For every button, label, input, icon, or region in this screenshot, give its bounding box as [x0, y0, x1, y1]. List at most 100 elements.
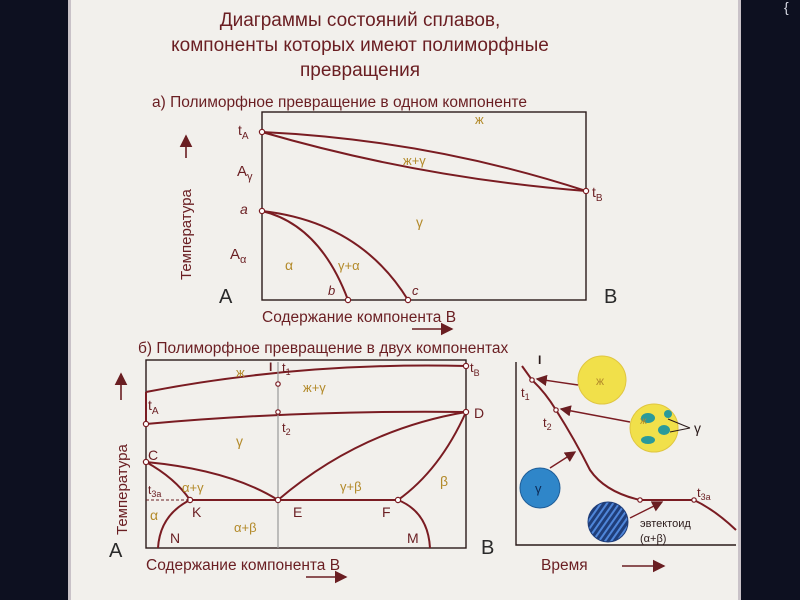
phase-alpha: α — [285, 257, 293, 273]
label-tB-b: tB — [470, 360, 480, 378]
cooling-point-t1 — [529, 377, 535, 383]
point-a — [258, 207, 266, 215]
cooling-eutectoid-label: эвтектоид — [640, 518, 691, 530]
label-c: c — [412, 283, 419, 298]
point-tB — [582, 187, 590, 195]
label-K: K — [192, 504, 202, 520]
diagram-a-heading: а) Полиморфное превращение в одном компо… — [152, 94, 527, 111]
phase-gamma-alpha: γ+α — [338, 258, 360, 273]
point-c — [404, 296, 412, 304]
label-tA: tA — [238, 122, 249, 142]
point-tB-b — [462, 362, 470, 370]
point-b — [344, 296, 352, 304]
label-tA-b: tA — [148, 397, 159, 417]
label-C: C — [148, 447, 158, 463]
cooling-curve: I t1 t2 t3а ж ж γ γ эвтектоид (α+β) Врем… — [515, 353, 737, 574]
cooling-label-t2: t2 — [543, 415, 552, 432]
diagram-a-solidus — [261, 131, 587, 192]
diagram-a: а) Полиморфное превращение в одном компо… — [152, 94, 617, 336]
cooling-eutectoid-phases: (α+β) — [640, 533, 666, 545]
label-D: D — [474, 405, 484, 421]
phase-beta: β — [440, 473, 448, 489]
phase-liquid: ж — [475, 112, 484, 127]
gamma-structure-icon — [519, 467, 561, 509]
label-Agamma: Aγ — [237, 163, 253, 183]
point-E — [274, 496, 282, 504]
diagram-a-curve-ac — [261, 210, 409, 301]
cooling-point-start — [637, 497, 643, 503]
diagram-b-right-component: В — [481, 537, 494, 559]
title-line-3: превращения — [299, 60, 421, 81]
title-line-1: Диаграммы состояний сплавов, — [219, 10, 501, 31]
diagram-a-frame — [261, 111, 587, 301]
gamma-grain-icon — [641, 413, 655, 423]
gamma-pointer-2 — [669, 427, 691, 433]
phase-liquid-b: ж — [236, 365, 245, 380]
diagram-a-right-component: В — [604, 286, 617, 308]
cooling-liquid-label: ж — [596, 374, 604, 388]
diagram-b-heading: б) Полиморфное превращение в двух компон… — [138, 340, 508, 357]
diagram-b-x-axis: Содержание компонента В — [146, 557, 340, 574]
diagram-b-solidus — [145, 410, 467, 425]
point-tA-b — [142, 420, 150, 428]
phase-alpha-b: α — [150, 507, 158, 523]
cooling-label-I: I — [538, 353, 541, 367]
phase-liquid-gamma: ж+γ — [403, 153, 426, 168]
point-D — [462, 408, 470, 416]
diagram-b-solvus-M — [397, 499, 431, 549]
cooling-point-t2 — [553, 407, 559, 413]
eutectoid-structure-icon — [587, 501, 629, 543]
cooling-gamma-arrow-label: γ — [694, 420, 701, 436]
label-alloy-I: I — [269, 360, 272, 374]
arrow-to-t2 — [559, 405, 631, 423]
diagram-b-left-component: А — [109, 540, 123, 562]
cooling-point-end — [691, 497, 697, 503]
label-b: b — [328, 283, 335, 298]
diagram-a-curve-ab — [261, 210, 349, 301]
arrow-to-eutectoid — [629, 501, 664, 519]
phase-gamma: γ — [416, 214, 423, 230]
label-M: M — [407, 530, 419, 546]
cooling-axes — [515, 362, 736, 546]
diagram-b-curve-DE — [277, 411, 467, 501]
diagram-b-y-axis: Температура — [114, 443, 131, 535]
point-tA — [258, 128, 266, 136]
slide-title: Диаграммы состояний сплавов, компоненты … — [80, 8, 640, 83]
gamma-grain-icon — [658, 425, 670, 435]
point-t1 — [275, 381, 281, 387]
cooling-x-axis: Время — [541, 557, 588, 574]
arrow-to-t1 — [535, 374, 579, 386]
diagram-a-left-component: А — [219, 286, 233, 308]
point-F — [394, 496, 402, 504]
diagram-b-curve-CK — [145, 461, 191, 501]
label-N: N — [170, 530, 180, 546]
phase-gamma-beta: γ+β — [340, 479, 362, 494]
label-t1-b: t1 — [282, 360, 291, 377]
diagram-a-liquidus — [261, 131, 587, 192]
point-C — [142, 458, 150, 466]
phase-alpha-beta: α+β — [234, 520, 257, 535]
gamma-grain-icon — [664, 410, 672, 418]
diagram-b-curve-DF — [397, 411, 467, 501]
gamma-grain-icon — [641, 436, 655, 444]
cooling-label-t1: t1 — [521, 385, 530, 402]
phase-alpha-gamma: α+γ — [182, 480, 204, 495]
gamma-pointer-1 — [667, 418, 691, 429]
diagram-b-liquidus — [145, 364, 467, 393]
diagram-b-solvus-N — [157, 499, 191, 549]
label-F: F — [382, 504, 391, 520]
cooling-mixed-label: ж — [640, 416, 647, 427]
label-E: E — [293, 504, 302, 520]
cooling-label-t3a: t3а — [697, 485, 711, 502]
diagram-a-y-axis: Температура — [178, 188, 195, 280]
diagram-b-curve-CE — [145, 461, 279, 501]
label-a: a — [240, 201, 248, 217]
label-Aalpha: Aα — [230, 246, 247, 266]
liquid-structure-icon — [577, 355, 627, 405]
label-tB: tB — [592, 184, 603, 204]
arrow-to-gamma — [549, 451, 577, 469]
bracket-icon: { — [784, 0, 789, 15]
cooling-line — [521, 365, 737, 531]
point-t2 — [275, 409, 281, 415]
